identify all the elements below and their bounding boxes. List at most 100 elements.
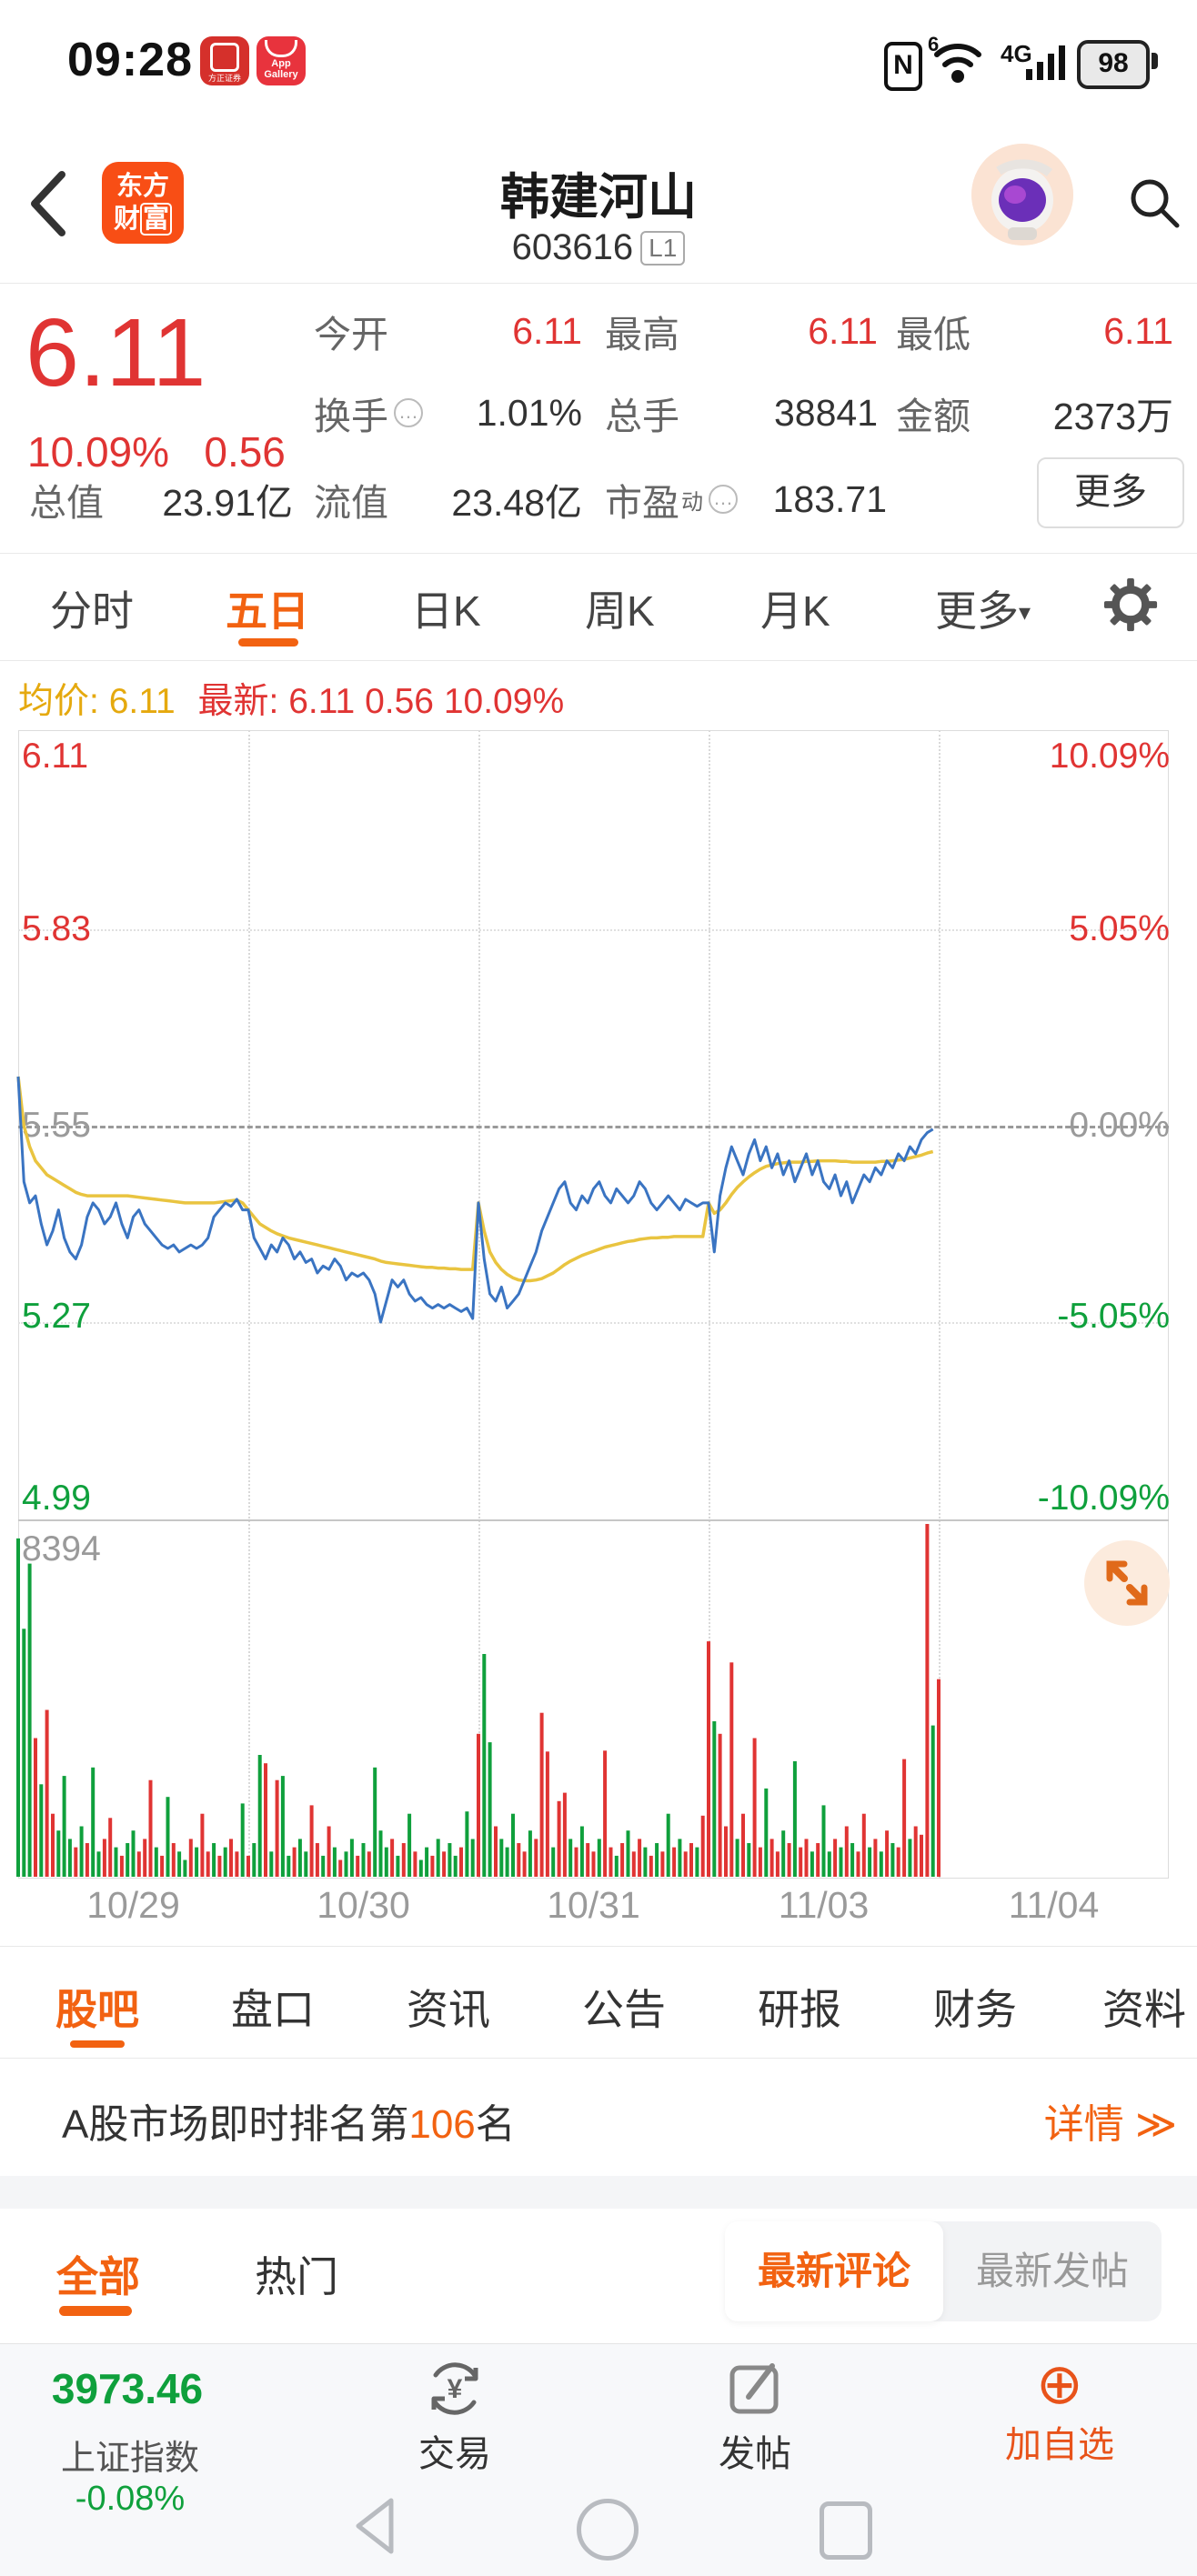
plus-circle-icon: ⊕ bbox=[1036, 2353, 1083, 2416]
tab-daily-k[interactable]: 日K bbox=[411, 587, 481, 635]
network-type-label: 4G bbox=[1001, 40, 1032, 67]
volume-max-label: 8394 bbox=[22, 1529, 101, 1569]
divider bbox=[0, 283, 1197, 284]
x-date-label: 10/31 bbox=[547, 1884, 640, 1926]
expand-chart-button[interactable] bbox=[1084, 1540, 1170, 1626]
chart-plot-area[interactable] bbox=[18, 730, 1169, 1879]
y-price-label: 6.11 bbox=[22, 737, 89, 776]
zero-line bbox=[18, 1126, 1169, 1128]
tab-weekly-k[interactable]: 周K bbox=[585, 587, 655, 635]
appgallery-icon: App Gallery bbox=[256, 36, 306, 85]
y-price-label: 5.83 bbox=[22, 909, 91, 948]
selected-filter-underline bbox=[59, 2306, 132, 2316]
battery-tip bbox=[1152, 53, 1158, 69]
signal-bars-icon bbox=[1026, 42, 1071, 82]
tab-more[interactable]: 更多▾ bbox=[935, 587, 1031, 635]
gridline bbox=[709, 730, 710, 1879]
trade-button[interactable]: ¥ 交易 bbox=[364, 2357, 546, 2477]
y-pct-label: 10.09% bbox=[1049, 737, 1170, 776]
sort-latest-posts[interactable]: 最新发帖 bbox=[975, 2250, 1129, 2292]
tab-ziliao[interactable]: 资料 bbox=[1102, 1986, 1186, 2033]
more-quote-button[interactable]: 更多 bbox=[1037, 457, 1184, 528]
eastmoney-logo[interactable]: 东方财富 bbox=[102, 162, 184, 244]
sort-segmented-control[interactable]: 最新评论 最新发帖 bbox=[725, 2221, 1162, 2321]
index-value[interactable]: 3973.46 bbox=[51, 2365, 204, 2412]
market-level-badge: L1 bbox=[640, 231, 686, 266]
quote-field-volume: 总手 38841 bbox=[605, 391, 878, 438]
x-date-label: 11/03 bbox=[778, 1884, 870, 1926]
nav-recents-button[interactable] bbox=[820, 2501, 872, 2560]
quote-field-low: 最低 6.11 bbox=[896, 309, 1173, 356]
quote-field-pe: 市盈动… 183.71 bbox=[605, 477, 887, 525]
tab-caiwu[interactable]: 财务 bbox=[933, 1986, 1017, 2033]
y-price-label: 5.55 bbox=[22, 1106, 91, 1145]
tab-guba[interactable]: 股吧 bbox=[55, 1986, 139, 2033]
post-pencil-icon bbox=[729, 2363, 779, 2414]
x-date-label: 10/30 bbox=[317, 1884, 410, 1926]
tab-zixun[interactable]: 资讯 bbox=[407, 1986, 490, 2033]
nav-back-button[interactable] bbox=[351, 2497, 397, 2555]
quote-field-high: 最高 6.11 bbox=[605, 309, 878, 356]
chart-settings-gear-icon[interactable] bbox=[1102, 576, 1159, 633]
tab-fiveday[interactable]: 五日 bbox=[226, 587, 309, 635]
index-name-change[interactable]: 上证指数 -0.08% bbox=[60, 2440, 199, 2518]
gridline bbox=[18, 1322, 1169, 1324]
y-price-label: 4.99 bbox=[22, 1478, 91, 1518]
y-pct-label: 0.00% bbox=[1069, 1106, 1170, 1145]
add-watchlist-button[interactable]: ⊕ 加自选 bbox=[969, 2353, 1151, 2468]
divider bbox=[0, 660, 1197, 661]
search-icon[interactable] bbox=[1126, 175, 1182, 231]
gridline bbox=[478, 730, 480, 1879]
volume-panel-border bbox=[18, 1519, 1169, 1521]
gridline bbox=[939, 730, 940, 1879]
info-icon[interactable]: … bbox=[709, 485, 738, 514]
status-time: 09:28 bbox=[67, 34, 193, 86]
selected-tab-underline bbox=[238, 638, 298, 647]
price-change: 10.09% 0.56 bbox=[27, 428, 286, 476]
quote-field-turnover: 换手… 1.01% bbox=[314, 391, 582, 438]
divider bbox=[0, 2058, 1197, 2059]
nav-home-button[interactable] bbox=[577, 2499, 639, 2561]
nfc-icon: N bbox=[884, 42, 922, 91]
trade-yuan-icon: ¥ bbox=[431, 2362, 478, 2415]
info-icon[interactable]: … bbox=[394, 398, 423, 427]
y-pct-label: -5.05% bbox=[1057, 1297, 1170, 1336]
double-chevron-icon: ≫ bbox=[1134, 2102, 1177, 2147]
page-title: 韩建河山 bbox=[500, 170, 697, 225]
quote-field-marketcap: 总值 23.91亿 bbox=[29, 482, 293, 524]
market-ranking-text: A股市场即时排名第106名 bbox=[62, 2102, 516, 2147]
broker-app-icon: 方正证券 bbox=[200, 36, 249, 85]
ai-assistant-avatar[interactable] bbox=[971, 144, 1073, 246]
section-gap bbox=[0, 2176, 1197, 2209]
current-price: 6.11 bbox=[25, 299, 206, 406]
stock-code: 603616 L1 bbox=[0, 227, 1197, 268]
tab-yanbao[interactable]: 研报 bbox=[758, 1986, 841, 2033]
quote-field-open: 今开 6.11 bbox=[314, 309, 582, 356]
ranking-detail-link[interactable]: 详情 ≫ bbox=[1043, 2102, 1177, 2147]
y-pct-label: 5.05% bbox=[1069, 909, 1170, 948]
tab-gonggao[interactable]: 公告 bbox=[582, 1986, 666, 2033]
y-pct-label: -10.09% bbox=[1037, 1478, 1170, 1518]
tab-minute[interactable]: 分时 bbox=[50, 587, 134, 635]
post-button[interactable]: 发帖 bbox=[664, 2357, 846, 2477]
filter-tab-hot[interactable]: 热门 bbox=[255, 2253, 338, 2300]
chevron-down-icon: ▾ bbox=[1019, 598, 1031, 626]
wifi-icon: 6 bbox=[928, 33, 986, 85]
x-date-label: 11/04 bbox=[1008, 1884, 1100, 1926]
x-date-label: 10/29 bbox=[86, 1884, 180, 1926]
quote-field-floatcap: 流值 23.48亿 bbox=[314, 482, 582, 524]
divider bbox=[0, 1946, 1197, 1947]
gridline bbox=[18, 929, 1169, 931]
sort-latest-comments[interactable]: 最新评论 bbox=[725, 2221, 943, 2321]
y-price-label: 5.27 bbox=[22, 1297, 91, 1336]
tab-pankou[interactable]: 盘口 bbox=[231, 1986, 315, 2033]
divider bbox=[0, 553, 1197, 554]
gridline bbox=[248, 730, 250, 1879]
filter-tab-all[interactable]: 全部 bbox=[56, 2253, 140, 2300]
chart-legend: 均价: 6.11 最新: 6.11 0.56 10.09% bbox=[18, 682, 565, 721]
battery-indicator: 98 bbox=[1077, 40, 1150, 89]
quote-field-amount: 金额 2373万 bbox=[896, 396, 1173, 437]
back-button[interactable] bbox=[27, 169, 67, 238]
tab-monthly-k[interactable]: 月K bbox=[760, 587, 830, 635]
svg-text:¥: ¥ bbox=[448, 2374, 463, 2404]
